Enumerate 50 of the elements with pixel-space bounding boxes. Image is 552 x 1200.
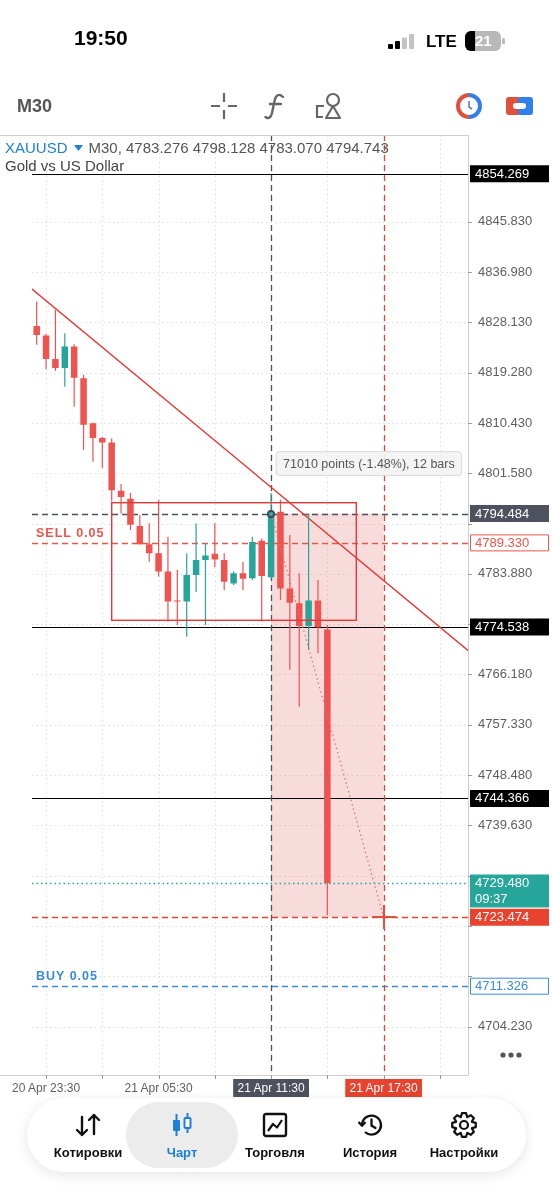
- candlestick: [267, 492, 275, 579]
- candlestick: [80, 374, 87, 450]
- x-tick-label: 21 Apr 05:30: [124, 1080, 193, 1095]
- ref-line-label: 4729.480: [475, 875, 530, 891]
- y-tick-label: 4819.280: [478, 364, 533, 380]
- y-tick-label: 4845.830: [478, 213, 533, 229]
- y-tick-label: 4704.230: [478, 1018, 533, 1034]
- annotation: BUY 0.05: [36, 969, 98, 984]
- y-tick-label: 4739.630: [478, 816, 533, 832]
- y-tick-label: 4836.980: [478, 263, 533, 279]
- y-tick-label: 4748.480: [478, 766, 533, 782]
- ref-line-label: 4789.330: [475, 534, 530, 550]
- ref-line-label: 4854.269: [475, 165, 530, 181]
- candlestick: [324, 624, 331, 916]
- y-tick-label: 4783.880: [478, 565, 533, 581]
- x-tick-label: 21 Apr 17:30: [349, 1080, 418, 1095]
- chart-title: XAUUSD: [5, 139, 68, 156]
- annotation: M30, 4783.276 4798.128 4783.070 4794.743: [88, 139, 389, 156]
- y-tick-label: 4828.130: [478, 313, 533, 329]
- candlestick: [249, 536, 256, 580]
- text: 21: [475, 32, 492, 50]
- text: Gold vs US Dollar: [5, 157, 125, 174]
- text: Настройки: [429, 1145, 499, 1160]
- text: LTE: [426, 32, 457, 52]
- candlestick: [314, 579, 322, 654]
- text: 19:50: [74, 26, 128, 50]
- annotation: 71010 points (-1.48%), 12 bars: [283, 456, 455, 471]
- text: Котировки: [53, 1145, 123, 1160]
- text: 09:37: [475, 891, 508, 907]
- x-tick-label: 20 Apr 23:30: [12, 1080, 81, 1095]
- y-tick-label: 4801.580: [478, 464, 533, 480]
- text: История: [342, 1145, 398, 1160]
- ref-line-label: 4794.484: [475, 505, 530, 521]
- candlestick: [108, 438, 115, 502]
- text: M30: [17, 96, 53, 117]
- y-tick-label: 4810.430: [478, 414, 533, 430]
- ref-line-label: 4744.366: [475, 790, 530, 806]
- candlestick: [239, 561, 247, 591]
- text: Чарт: [166, 1145, 198, 1160]
- x-tick-label: 21 Apr 11:30: [237, 1080, 305, 1095]
- ref-line-label: 4723.474: [475, 909, 530, 925]
- ref-line-label: 4774.538: [475, 619, 530, 635]
- y-tick-label: 4766.180: [478, 666, 533, 682]
- candlestick: [192, 523, 200, 592]
- candlestick: [117, 483, 125, 514]
- annotation: SELL 0.05: [36, 526, 105, 541]
- text: Торговля: [245, 1145, 305, 1160]
- ref-line-label: 4711.326: [475, 978, 529, 994]
- candlestick: [89, 422, 97, 462]
- y-tick-label: 4757.330: [478, 716, 533, 732]
